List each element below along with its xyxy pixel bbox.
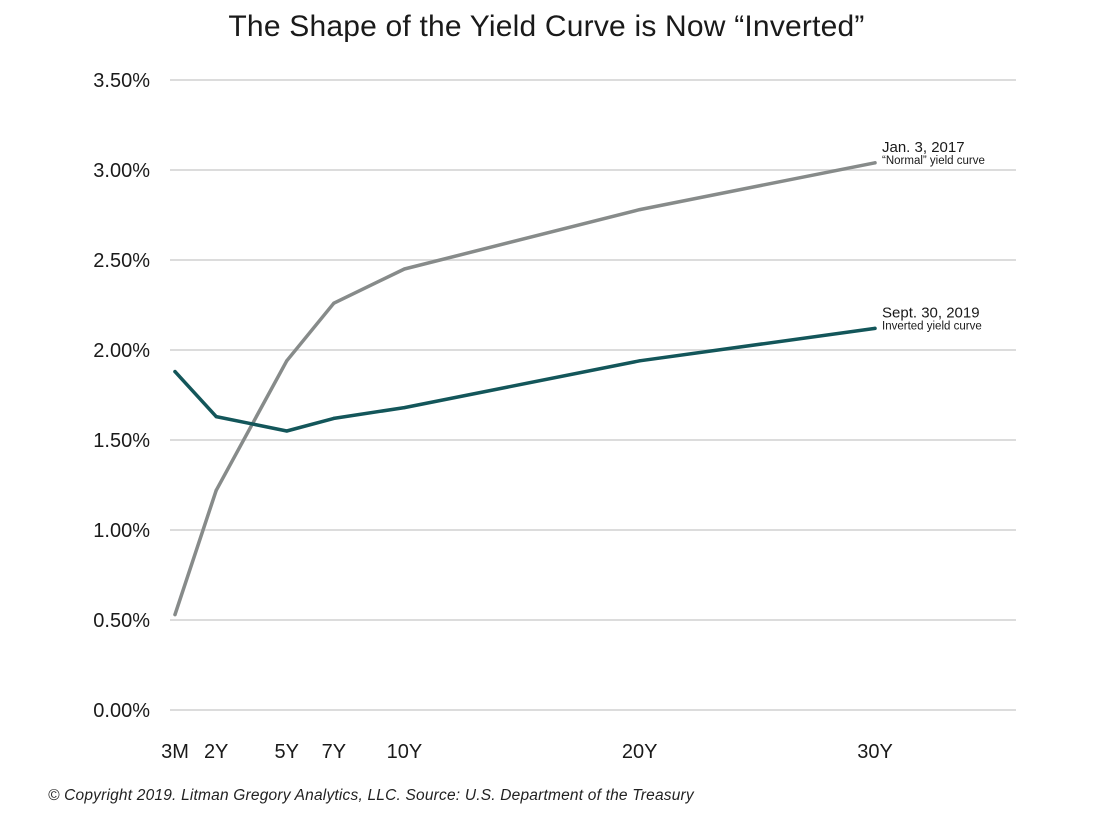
data-point bbox=[285, 359, 289, 363]
x-tick-label: 30Y bbox=[857, 741, 893, 763]
series-lines bbox=[173, 161, 877, 617]
data-point bbox=[638, 208, 642, 212]
data-point bbox=[873, 326, 877, 330]
grid-lines bbox=[170, 79, 1016, 711]
x-tick-label: 2Y bbox=[204, 741, 228, 763]
data-point bbox=[173, 370, 177, 374]
x-tick-label: 20Y bbox=[622, 741, 658, 763]
y-tick-label: 2.00% bbox=[93, 340, 150, 362]
x-axis-ticks: 3M 2Y 5Y 7Y 10Y 20Y 30Y bbox=[161, 741, 893, 763]
data-point bbox=[173, 613, 177, 617]
data-point bbox=[332, 301, 336, 305]
data-point bbox=[402, 406, 407, 410]
data-point bbox=[332, 416, 336, 420]
x-tick-label: 7Y bbox=[322, 741, 346, 763]
y-tick-label: 1.50% bbox=[93, 430, 150, 452]
series-line-1 bbox=[173, 326, 877, 433]
y-tick-label: 3.50% bbox=[93, 70, 150, 92]
series-name-label: Sept. 30, 2019 bbox=[882, 304, 980, 321]
series-note-label: “Normal” yield curve bbox=[882, 155, 985, 167]
data-point bbox=[214, 415, 218, 419]
series-name-label: Jan. 3, 2017 bbox=[882, 139, 965, 156]
data-point bbox=[214, 488, 218, 492]
series-note-label: Inverted yield curve bbox=[882, 320, 982, 332]
source-footer: © Copyright 2019. Litman Gregory Analyti… bbox=[48, 787, 694, 804]
data-point bbox=[285, 429, 289, 433]
data-point bbox=[873, 161, 877, 165]
y-tick-label: 0.00% bbox=[93, 700, 150, 722]
data-point bbox=[402, 267, 407, 271]
y-tick-label: 1.00% bbox=[93, 520, 150, 542]
x-tick-label: 3M bbox=[161, 741, 189, 763]
data-point bbox=[638, 359, 642, 363]
x-tick-label: 5Y bbox=[275, 741, 299, 763]
y-tick-label: 3.00% bbox=[93, 160, 150, 182]
y-tick-label: 0.50% bbox=[93, 610, 150, 632]
series-line-0 bbox=[173, 161, 877, 617]
chart-title: The Shape of the Yield Curve is Now “Inv… bbox=[228, 10, 865, 43]
x-tick-label: 10Y bbox=[387, 741, 423, 763]
series-annotations: Jan. 3, 2017“Normal” yield curve Sept. 30… bbox=[882, 139, 985, 333]
y-tick-label: 2.50% bbox=[93, 250, 150, 272]
y-axis-ticks: 0.00% 0.50% 1.00% 1.50% 2.00% 2.50% 3.00% 3.50% bbox=[93, 70, 150, 722]
